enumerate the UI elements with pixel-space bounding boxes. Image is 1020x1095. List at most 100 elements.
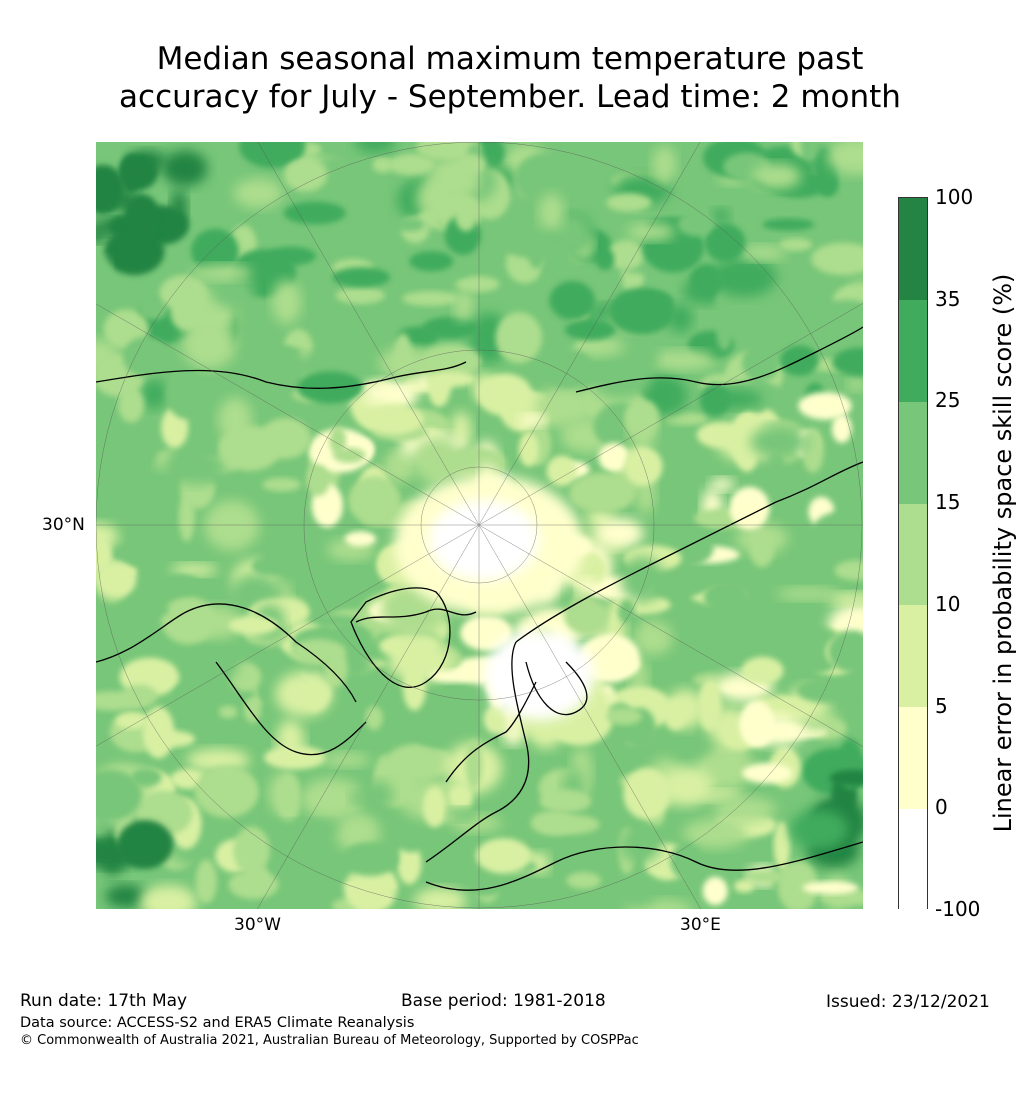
skill-patch [608,240,645,270]
skill-patch [496,755,536,769]
skill-patch [165,449,226,485]
skill-patch [119,153,143,193]
skill-patch [395,271,413,292]
skill-patch [538,756,565,774]
skill-patch [378,548,400,582]
coastline [515,461,863,643]
coastline [425,841,863,891]
skill-patch [276,719,305,762]
skill-patch [569,472,637,513]
skill-patch [455,276,500,293]
skill-patch [171,682,205,720]
skill-patch [348,791,366,805]
skill-patch [606,193,652,212]
skill-patch [195,859,217,904]
skill-patch [773,821,791,870]
skill-patch [819,299,863,325]
lat-30n-label: 30°N [42,515,85,535]
skill-patch [502,236,569,258]
lon-30e-label: 30°E [680,915,721,935]
skill-patch [670,842,703,880]
longitude-line [478,524,863,747]
issued-date: Issued: 23/12/2021 [826,992,990,1012]
skill-patch [397,833,425,853]
base-period: Base period: 1981-2018 [401,991,606,1011]
skill-patch [709,478,735,491]
skill-patch [590,763,610,800]
skill-patch [689,263,723,295]
skill-patch [742,709,775,748]
skill-patch [502,725,524,746]
skill-patch [96,562,137,598]
skill-patch [361,780,394,811]
colorbar [898,197,928,911]
skill-patch [624,398,660,438]
skill-patch [834,560,863,581]
coastline [445,681,537,783]
coastline [575,326,863,393]
skill-patch [372,156,393,173]
skill-patch [289,639,346,666]
skill-patch [191,228,239,273]
skill-patch [752,163,801,190]
skill-patch [518,432,539,467]
skill-patch [218,705,238,719]
skill-patch [414,887,467,909]
skill-patch [283,159,328,192]
skill-patch [663,412,708,426]
skill-patch [348,476,401,525]
skill-patch [270,849,337,887]
colorbar-bin [899,299,927,402]
skill-patch [118,387,144,423]
skill-patch [239,345,302,358]
skill-patch [549,280,595,321]
copyright: © Commonwealth of Australia 2021, Austra… [20,1033,639,1048]
skill-patch [518,414,546,427]
skill-patch [96,769,142,821]
skill-patch [811,242,863,276]
skill-patch [745,870,787,884]
skill-patch [162,150,208,187]
skill-patch [263,533,318,576]
colorbar-label: Linear error in probability space skill … [989,273,1017,833]
skill-patch [115,712,148,730]
skill-patch [170,563,218,576]
skill-patch [402,291,459,307]
skill-patch [394,218,425,232]
skill-patch [429,500,539,580]
skill-patch [652,145,677,183]
skill-patch [538,193,565,232]
skill-patch [660,766,713,806]
longitude-line [478,303,863,526]
skill-patch [623,767,671,820]
skill-patch [141,379,167,410]
skill-patch [564,319,616,341]
skill-patch [283,201,346,225]
skill-patch [131,767,162,787]
skill-patch [429,669,474,683]
skill-patch [138,296,169,320]
skill-patch [422,786,447,828]
coastline [425,641,530,863]
skill-patch [343,863,399,909]
skill-patch [211,275,255,308]
skill-patch [382,453,415,483]
skill-patch [182,647,239,685]
skill-patch [181,320,236,369]
skill-patch [608,287,675,335]
skill-patch [663,698,688,730]
skill-patch [741,656,784,685]
skill-patch [266,246,316,266]
skill-patch [388,153,435,176]
skill-patch [648,350,716,371]
lon-30w-label: 30°W [234,915,281,935]
skill-patch [712,208,730,224]
skill-patch [364,404,424,435]
coastline [525,661,588,716]
skill-patch [96,538,113,572]
skill-patch [460,615,513,651]
skill-patch [397,842,422,885]
skill-patch [762,218,815,231]
skill-patch [537,719,594,736]
skill-patch [239,142,306,169]
